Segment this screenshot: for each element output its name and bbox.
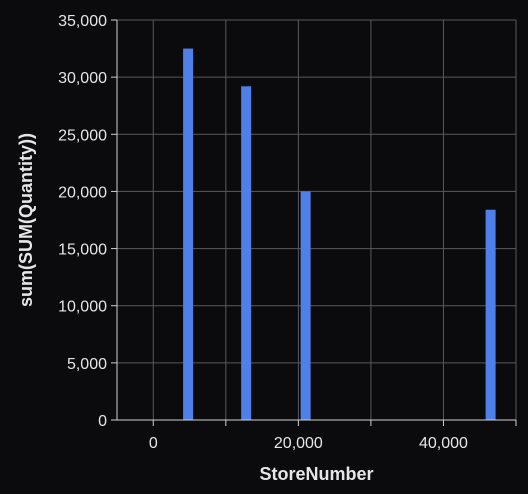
bar bbox=[241, 86, 252, 421]
y-tick-label: 15,000 bbox=[58, 242, 107, 259]
y-tick-label: 20,000 bbox=[58, 184, 107, 201]
x-tick-label: 40,000 bbox=[419, 435, 468, 452]
y-axis-title: sum(SUM(Quantity)) bbox=[16, 133, 36, 307]
y-tick-label: 25,000 bbox=[58, 127, 107, 144]
y-tick-label: 10,000 bbox=[58, 299, 107, 316]
y-tick-label: 0 bbox=[98, 413, 107, 430]
bar bbox=[183, 48, 194, 420]
bar bbox=[300, 191, 311, 420]
tick-labels: 0 5,000 10,000 15,000 20,000 25,000 30,000 35,0… bbox=[58, 13, 468, 452]
grid bbox=[117, 19, 517, 421]
y-tick-label: 5,000 bbox=[67, 356, 107, 373]
y-tick-label: 30,000 bbox=[58, 70, 107, 87]
bars bbox=[183, 48, 496, 421]
x-axis-title: StoreNumber bbox=[259, 464, 373, 484]
y-tick-label: 35,000 bbox=[58, 13, 107, 30]
x-tick-label: 0 bbox=[149, 435, 158, 452]
axes bbox=[111, 19, 517, 426]
x-tick-label: 20,000 bbox=[274, 435, 323, 452]
bar bbox=[485, 209, 496, 420]
